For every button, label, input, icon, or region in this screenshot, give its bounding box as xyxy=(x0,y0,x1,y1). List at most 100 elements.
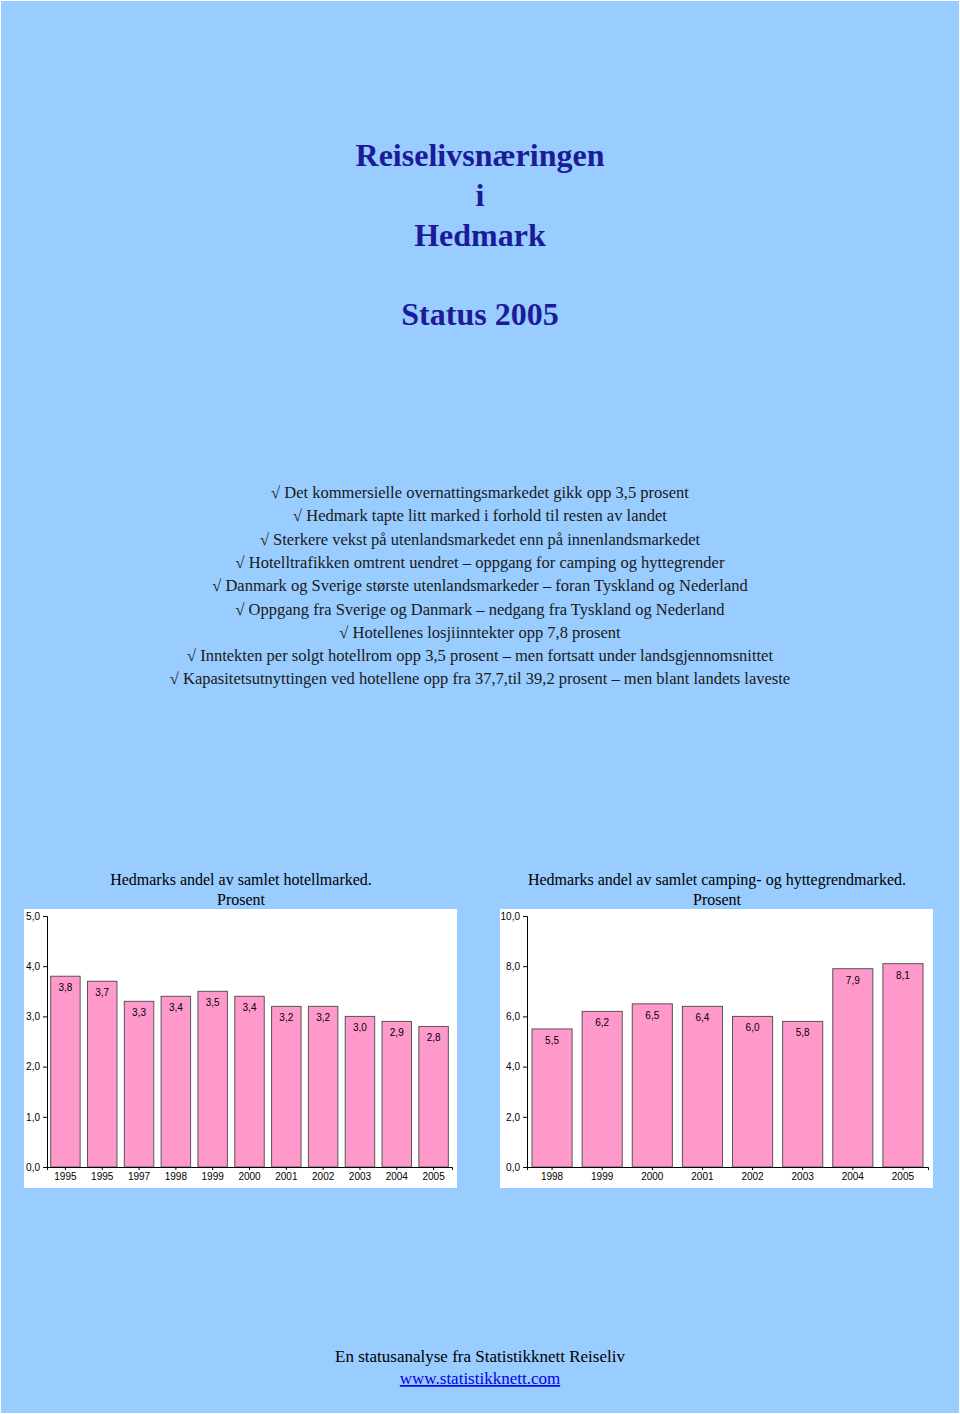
tick-label: 6,0 xyxy=(506,1011,520,1022)
bar xyxy=(733,1016,773,1167)
tick: 5,0 xyxy=(26,911,47,922)
tick-label: 1998 xyxy=(165,1171,188,1182)
bar xyxy=(682,1006,722,1167)
tick-label: 1999 xyxy=(202,1171,225,1182)
bar xyxy=(345,1016,374,1167)
tick: 1,0 xyxy=(26,1112,47,1123)
bar xyxy=(382,1021,411,1167)
tick-mark xyxy=(65,1167,66,1170)
tick: 4,0 xyxy=(506,1061,527,1072)
tick: 2000 xyxy=(238,1167,261,1182)
bar xyxy=(582,1011,622,1167)
tick-label: 2004 xyxy=(842,1171,865,1182)
x-axis: 1995199519971998199920002001200220032004… xyxy=(48,1167,453,1182)
tick: 1999 xyxy=(202,1167,225,1182)
tick: 2002 xyxy=(741,1167,764,1182)
tick-label: 2001 xyxy=(691,1171,714,1182)
data-label: 3,3 xyxy=(132,1007,146,1018)
bar xyxy=(235,996,264,1167)
tick-label: 1995 xyxy=(91,1171,114,1182)
axis-line xyxy=(43,917,48,1168)
bullet: √ Det kommersielle overnattingsmarkedet … xyxy=(271,483,689,502)
tick-label: 1997 xyxy=(128,1171,151,1182)
data-label: 5,8 xyxy=(796,1027,810,1038)
tick-label: 0,0 xyxy=(506,1162,520,1173)
tick-label: 2000 xyxy=(238,1171,261,1182)
title-line: Hedmark xyxy=(414,217,546,253)
bullet: √ Oppgang fra Sverige og Danmark – nedga… xyxy=(235,600,725,619)
tick-mark xyxy=(523,1117,527,1118)
bar xyxy=(124,1001,153,1167)
tick-label: 2002 xyxy=(312,1171,335,1182)
tick-label: 5,0 xyxy=(26,911,40,922)
bar xyxy=(308,1006,337,1167)
tick-mark xyxy=(43,916,47,917)
data-label: 2,8 xyxy=(427,1032,441,1043)
tick-mark xyxy=(396,1167,397,1170)
bar xyxy=(419,1026,448,1167)
tick: 6,0 xyxy=(506,1011,527,1022)
tick: 3,0 xyxy=(26,1011,47,1022)
tick-mark xyxy=(212,1167,213,1170)
tick-label: 4,0 xyxy=(506,1061,520,1072)
data-label: 3,2 xyxy=(279,1012,293,1023)
bar xyxy=(532,1029,572,1167)
tick-label: 1,0 xyxy=(26,1112,40,1123)
tick-mark xyxy=(523,1167,527,1168)
tick-mark xyxy=(249,1167,250,1170)
title-line: i xyxy=(476,177,485,213)
chart-area xyxy=(24,909,457,1188)
tick: 2005 xyxy=(422,1167,445,1182)
tick-label: 2000 xyxy=(641,1171,664,1182)
bar xyxy=(88,981,117,1167)
chart: Hedmarks andel av samlet hotellmarked.Pr… xyxy=(24,871,457,1188)
data-label: 3,7 xyxy=(95,987,109,998)
tick: 2004 xyxy=(386,1167,409,1182)
bars xyxy=(51,976,449,1167)
tick-mark xyxy=(102,1167,103,1170)
bullet: √ Hotellenes losjiinntekter opp 7,8 pros… xyxy=(339,623,621,642)
tick-mark xyxy=(286,1167,287,1170)
bullet: √ Hotelltrafikken omtrent uendret – oppg… xyxy=(236,553,725,572)
tick-label: 2005 xyxy=(422,1171,445,1182)
tick-mark xyxy=(323,1167,324,1170)
tick-label: 1999 xyxy=(591,1171,614,1182)
tick: 1999 xyxy=(591,1167,614,1182)
x-axis: 19981999200020012002200320042005 xyxy=(528,1167,929,1182)
y-axis: 0,02,04,06,08,010,0 xyxy=(501,911,528,1173)
tick-label: 2,0 xyxy=(506,1112,520,1123)
footer-link[interactable]: www.statistikknett.com xyxy=(400,1369,560,1388)
tick-label: 4,0 xyxy=(26,961,40,972)
bullet: √ Danmark og Sverige største utenlandsma… xyxy=(212,576,748,595)
title-line: Reiselivsnæringen xyxy=(356,137,605,173)
axis-line xyxy=(48,1168,453,1171)
chart-title: Hedmarks andel av samlet camping- og hyt… xyxy=(528,871,906,889)
tick: 1997 xyxy=(128,1167,151,1182)
tick-label: 8,0 xyxy=(506,961,520,972)
page: Reiselivsnæringen i Hedmark Status 2005 √ De… xyxy=(0,0,960,1414)
tick-mark xyxy=(902,1167,903,1170)
bar xyxy=(272,1006,301,1167)
data-label: 3,4 xyxy=(169,1002,183,1013)
tick: 0,0 xyxy=(506,1162,527,1173)
bar xyxy=(783,1021,823,1167)
bullet: √ Sterkere vekst på utenlandsmarkedet en… xyxy=(260,530,701,549)
subtitle: Status 2005 xyxy=(401,296,558,332)
data-label: 6,0 xyxy=(746,1022,760,1033)
tick-mark xyxy=(523,966,527,967)
bar xyxy=(833,969,873,1167)
data-label: 3,2 xyxy=(316,1012,330,1023)
data-label: 8,1 xyxy=(896,970,910,981)
tick-label: 2001 xyxy=(275,1171,298,1182)
axis-line xyxy=(523,917,528,1168)
tick-label: 1998 xyxy=(541,1171,564,1182)
data-label: 3,8 xyxy=(58,982,72,993)
y-axis: 0,01,02,03,04,05,0 xyxy=(26,911,47,1173)
data-label: 5,5 xyxy=(545,1035,559,1046)
data-label: 7,9 xyxy=(846,975,860,986)
tick: 1995 xyxy=(54,1167,77,1182)
tick-label: 2,0 xyxy=(26,1061,40,1072)
chart: Hedmarks andel av samlet camping- og hyt… xyxy=(500,871,933,1188)
bars xyxy=(532,964,923,1167)
tick-mark xyxy=(652,1167,653,1170)
